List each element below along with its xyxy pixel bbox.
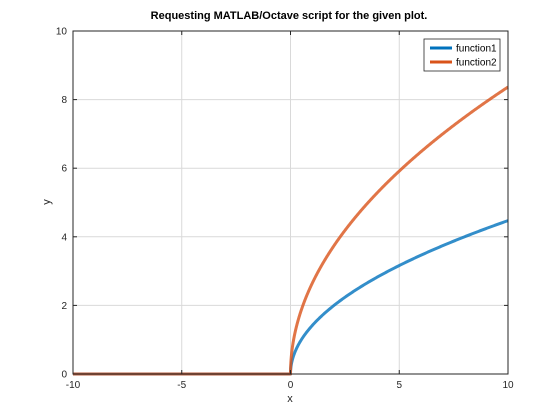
y-axis-label: y [41,199,53,205]
chart-title: Requesting MATLAB/Octave script for the … [151,10,428,22]
legend-label-function2: function2 [456,58,497,69]
grid [72,30,509,375]
y-tick-label: 2 [61,301,67,312]
axis-ticks: -10 -5 0 5 10 0 2 4 6 8 10 [56,27,514,392]
legend-label-function1: function1 [456,44,497,55]
legend: function1 function2 [423,38,501,72]
series-line-function1 [73,219,509,376]
y-tick-label: 4 [61,232,67,243]
y-tick-label: 10 [56,27,68,38]
y-tick-label: 8 [61,95,67,106]
x-tick-label: -5 [177,380,186,391]
x-tick-label: 0 [288,380,294,391]
y-tick-label: 0 [61,370,67,381]
series-line-function2 [73,85,509,376]
series-lines [73,85,509,376]
x-axis-label: x [287,393,293,405]
x-tick-label: 10 [502,380,514,391]
x-tick-label: -10 [66,380,81,391]
y-tick-label: 6 [61,164,67,175]
x-tick-label: 5 [396,380,402,391]
legend-box [423,38,501,72]
